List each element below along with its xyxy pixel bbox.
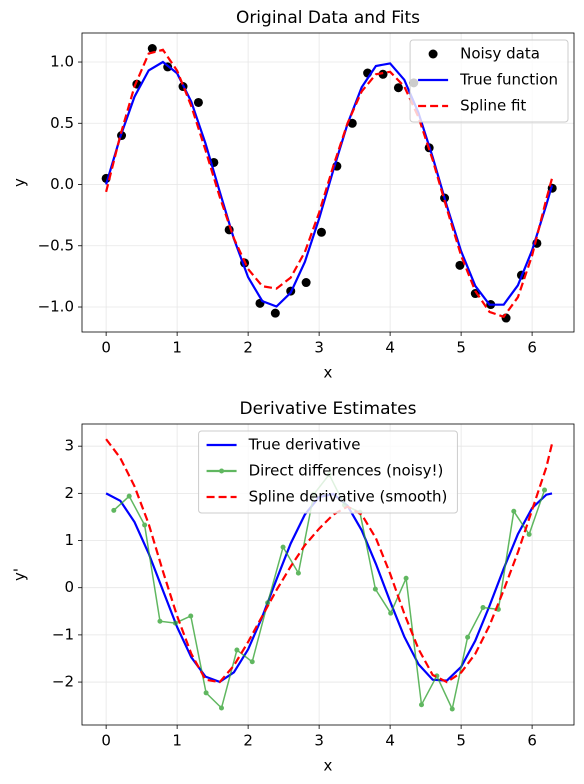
data-point	[449, 706, 455, 712]
x-tick-label: 5	[456, 732, 466, 750]
legend-label: True function	[459, 71, 558, 89]
data-point	[316, 227, 326, 237]
y-tick-label: −0.5	[38, 236, 74, 254]
y-axis-label: y'	[11, 568, 29, 581]
x-tick-label: 6	[527, 732, 537, 750]
data-point	[172, 620, 178, 626]
y-tick-label: −2	[52, 673, 74, 691]
data-point	[203, 690, 209, 696]
data-point	[193, 97, 203, 107]
y-tick-label: 1.0	[50, 53, 74, 71]
data-point	[147, 44, 157, 54]
legend-marker	[219, 468, 225, 474]
data-point	[234, 647, 240, 653]
y-tick-label: 1	[64, 531, 74, 549]
y-tick-label: −1.0	[38, 298, 74, 316]
chart-title: Derivative Estimates	[240, 399, 417, 419]
y-tick-label: 0	[64, 578, 74, 596]
data-point	[142, 522, 148, 528]
legend: True derivative Direct differences (noisy…	[198, 430, 458, 514]
data-point	[526, 531, 532, 537]
data-point	[511, 508, 517, 514]
data-point	[542, 487, 548, 493]
x-axis-label: x	[324, 364, 333, 382]
legend-entry	[206, 468, 237, 474]
data-point	[388, 610, 394, 616]
x-tick-label: 3	[314, 732, 324, 750]
legend-marker	[428, 49, 438, 59]
data-point	[403, 575, 409, 581]
x-tick-label: 2	[243, 339, 253, 357]
data-point	[249, 659, 255, 665]
data-point	[465, 634, 471, 640]
data-point	[419, 702, 425, 708]
data-point	[111, 507, 117, 513]
legend-entry	[428, 49, 438, 59]
data-point	[295, 570, 301, 576]
x-tick-label: 4	[385, 339, 395, 357]
legend-label: Spline derivative (smooth)	[249, 488, 448, 506]
data-point	[455, 260, 465, 270]
x-tick-label: 0	[101, 732, 111, 750]
data-point	[480, 605, 486, 611]
series-line	[105, 48, 554, 319]
series	[105, 438, 554, 684]
chart-title: Original Data and Fits	[236, 8, 420, 28]
data-point	[301, 278, 311, 288]
data-point	[280, 544, 286, 550]
legend-label: Direct differences (noisy!)	[249, 462, 444, 480]
y-tick-label: 0.5	[50, 114, 74, 132]
x-tick-label: 2	[243, 732, 253, 750]
x-tick-label: 6	[527, 339, 537, 357]
series	[105, 48, 554, 319]
data-point	[157, 618, 163, 624]
data-point	[255, 298, 265, 308]
legend-label: Spline fit	[460, 97, 526, 115]
data-point	[347, 118, 357, 128]
data-point	[265, 600, 271, 606]
y-tick-label: 2	[64, 484, 74, 502]
data-point	[219, 705, 225, 711]
data-point	[372, 586, 378, 592]
x-tick-label: 1	[172, 339, 182, 357]
x-tick-label: 3	[314, 339, 324, 357]
plot-frame	[81, 32, 575, 333]
data-point	[188, 613, 194, 619]
x-axis-label: x	[324, 757, 333, 775]
data-point	[270, 308, 280, 318]
x-tick-label: 0	[101, 339, 111, 357]
x-tick-label: 1	[172, 732, 182, 750]
legend-label: True derivative	[248, 436, 361, 454]
data-point	[126, 493, 132, 499]
legend: Noisy data True function Spline fit	[409, 39, 569, 123]
series-line	[105, 438, 554, 684]
y-tick-label: −1	[52, 625, 74, 643]
legend-box	[409, 39, 569, 123]
y-tick-label: 3	[64, 437, 74, 455]
plot-frame	[81, 423, 575, 726]
legend-label: Noisy data	[460, 45, 540, 63]
x-tick-label: 4	[385, 732, 395, 750]
data-point	[393, 83, 403, 93]
y-axis-label: y	[11, 178, 29, 187]
y-tick-label: 0.0	[50, 175, 74, 193]
data-point	[378, 69, 388, 79]
x-tick-label: 5	[456, 339, 466, 357]
legend-box	[198, 430, 458, 514]
